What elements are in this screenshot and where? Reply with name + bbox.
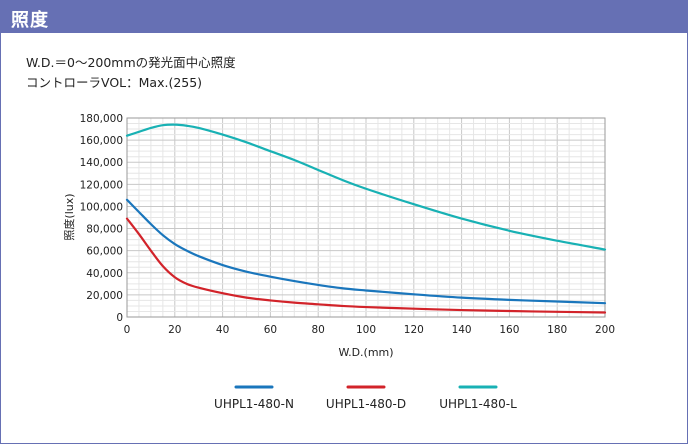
- x-tick-label: 120: [404, 324, 424, 336]
- x-tick-label: 80: [312, 324, 325, 336]
- y-tick-label: 180,000: [80, 113, 123, 125]
- y-tick-label: 60,000: [86, 246, 123, 258]
- plot-frame: [126, 117, 606, 318]
- x-tick-label: 200: [595, 324, 615, 336]
- x-axis-title: W.D.(mm): [338, 346, 393, 359]
- x-axis-ticks: 0 20 40 60 80 100 120 140 160 180 200: [124, 324, 615, 336]
- x-tick-label: 140: [452, 324, 472, 336]
- x-tick-label: 100: [356, 324, 376, 336]
- y-tick-label: 80,000: [86, 224, 123, 236]
- condition-text-distance: W.D.＝0～200mmの発光面中心照度: [26, 55, 236, 70]
- y-axis-ticks: 0 20,000 40,000 60,000 80,000 100,000 120,000 1…: [80, 113, 123, 324]
- series-line-uhpl1-480-n: [125, 198, 607, 305]
- chart-legend: UHPL1-480-N UHPL1-480-D UHPL1-480-L: [214, 385, 517, 411]
- y-tick-label: 20,000: [86, 290, 123, 302]
- x-tick-label: 40: [216, 324, 229, 336]
- y-tick-label: 0: [116, 312, 123, 324]
- panel-header: 照度: [1, 1, 687, 33]
- y-tick-label: 100,000: [80, 201, 123, 213]
- x-tick-label: 20: [168, 324, 181, 336]
- y-axis-title: 照度(lux): [62, 193, 76, 240]
- y-tick-label: 160,000: [80, 135, 123, 147]
- x-tick-label: 60: [264, 324, 277, 336]
- legend-label: UHPL1-480-N: [214, 397, 294, 411]
- legend-label: UHPL1-480-D: [326, 397, 406, 411]
- y-tick-label: 40,000: [86, 268, 123, 280]
- chart-series: [125, 123, 607, 314]
- x-tick-label: 180: [547, 324, 567, 336]
- x-tick-label: 0: [124, 324, 131, 336]
- y-tick-label: 140,000: [80, 157, 123, 169]
- series-line-uhpl1-480-l: [125, 123, 607, 251]
- panel-title: 照度: [11, 10, 49, 31]
- legend-label: UHPL1-480-L: [439, 397, 517, 411]
- y-tick-label: 120,000: [80, 179, 123, 191]
- series-line-uhpl1-480-d: [125, 217, 607, 314]
- condition-text-controller: コントローラVOL：Max.(255): [26, 75, 203, 90]
- x-tick-label: 160: [499, 324, 519, 336]
